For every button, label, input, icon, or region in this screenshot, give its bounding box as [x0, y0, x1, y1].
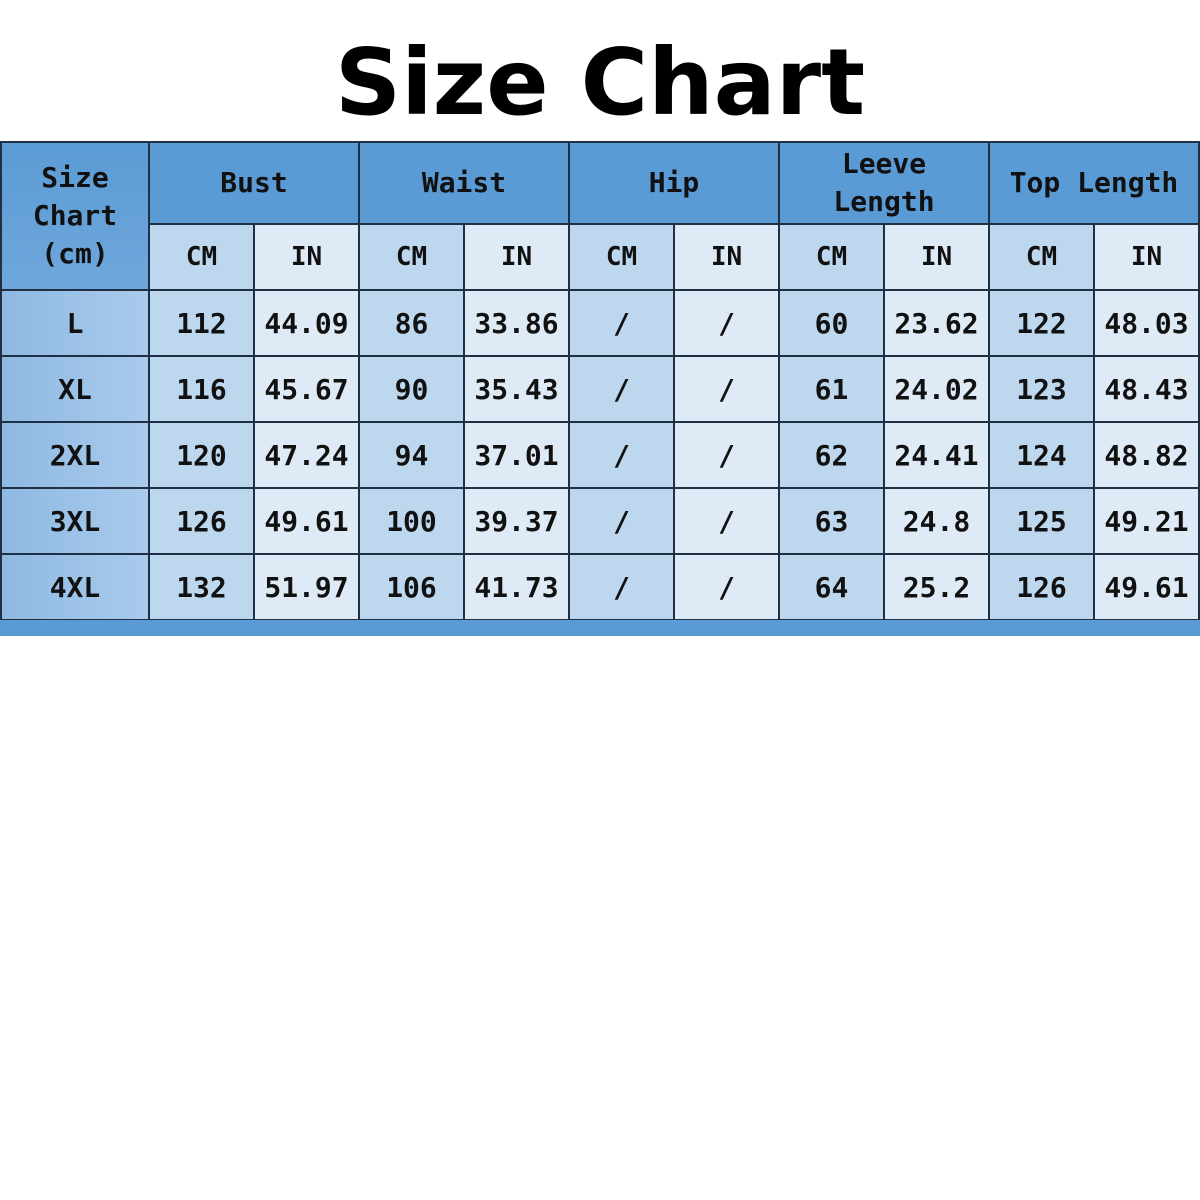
table-cell: 51.97 — [253, 553, 360, 621]
table-cell: 86 — [358, 289, 465, 357]
column-group-header: Waist — [358, 141, 570, 225]
unit-header: CM — [988, 223, 1095, 291]
table-cell: 123 — [988, 355, 1095, 423]
table-cell: 125 — [988, 487, 1095, 555]
table-cell: 49.21 — [1093, 487, 1200, 555]
table-cell: 49.61 — [253, 487, 360, 555]
table-cell: 44.09 — [253, 289, 360, 357]
corner-line: Size — [41, 161, 109, 194]
size-label: L — [0, 289, 150, 357]
unit-header: CM — [148, 223, 255, 291]
page-title: Size Chart — [334, 29, 866, 136]
table-cell: 106 — [358, 553, 465, 621]
size-chart-table: Size Chart (cm) Bust Waist Hip Leeve Length To… — [0, 141, 1200, 621]
size-label: 4XL — [0, 553, 150, 621]
table-row: 2XL 120 47.24 94 37.01//62 24.41 124 48.82 — [0, 421, 1200, 489]
table-cell: 122 — [988, 289, 1095, 357]
table-cell: 124 — [988, 421, 1095, 489]
table-cell: 116 — [148, 355, 255, 423]
table-cell: 35.43 — [463, 355, 570, 423]
corner-line: (cm) — [41, 237, 109, 270]
table-row: 3XL 126 49.61 100 39.37//63 24.8 125 49.21 — [0, 487, 1200, 555]
table-cell: / — [568, 355, 675, 423]
table-cell: 41.73 — [463, 553, 570, 621]
unit-header: IN — [253, 223, 360, 291]
table-cell: 126 — [988, 553, 1095, 621]
column-group-header: Top Length — [988, 141, 1200, 225]
table-row: 4XL 132 51.97 106 41.73//64 25.2 126 49.61 — [0, 553, 1200, 621]
size-label: 3XL — [0, 487, 150, 555]
table-cell: 64 — [778, 553, 885, 621]
table-cell: 100 — [358, 487, 465, 555]
table-cell: 23.62 — [883, 289, 990, 357]
column-group-header: Leeve Length — [778, 141, 990, 225]
table-cell: / — [673, 421, 780, 489]
unit-header: IN — [673, 223, 780, 291]
table-cell: / — [568, 289, 675, 357]
table-cell: 49.61 — [1093, 553, 1200, 621]
table-cell: 94 — [358, 421, 465, 489]
table-cell: / — [673, 553, 780, 621]
table-cell: / — [568, 421, 675, 489]
table-cell: 39.37 — [463, 487, 570, 555]
table-cell: / — [673, 355, 780, 423]
table-cell: 37.01 — [463, 421, 570, 489]
table-cell: 126 — [148, 487, 255, 555]
corner-header: Size Chart (cm) — [0, 141, 150, 291]
unit-header: IN — [1093, 223, 1200, 291]
unit-header: CM — [358, 223, 465, 291]
table-cell: 24.41 — [883, 421, 990, 489]
size-label: XL — [0, 355, 150, 423]
bottom-strip — [0, 620, 1200, 636]
column-group-header: Hip — [568, 141, 780, 225]
table-cell: 45.67 — [253, 355, 360, 423]
table-cell: 132 — [148, 553, 255, 621]
table-cell: 47.24 — [253, 421, 360, 489]
table-cell: / — [568, 553, 675, 621]
table-cell: 48.82 — [1093, 421, 1200, 489]
table-cell: 63 — [778, 487, 885, 555]
unit-header: IN — [463, 223, 570, 291]
unit-header: CM — [778, 223, 885, 291]
table-cell: 33.86 — [463, 289, 570, 357]
table-cell: 90 — [358, 355, 465, 423]
table-cell: / — [568, 487, 675, 555]
table-cell: 61 — [778, 355, 885, 423]
table-cell: 48.43 — [1093, 355, 1200, 423]
table-row: XL 116 45.67 90 35.43//61 24.02 123 48.43 — [0, 355, 1200, 423]
unit-header: CM — [568, 223, 675, 291]
table-cell: 48.03 — [1093, 289, 1200, 357]
table-cell: 25.2 — [883, 553, 990, 621]
corner-line: Chart — [32, 199, 118, 232]
table-cell: / — [673, 487, 780, 555]
table-cell: 120 — [148, 421, 255, 489]
size-label: 2XL — [0, 421, 150, 489]
table-cell: 24.8 — [883, 487, 990, 555]
table-cell: / — [673, 289, 780, 357]
unit-header: IN — [883, 223, 990, 291]
table-cell: 62 — [778, 421, 885, 489]
table-row: L 112 44.09 86 33.86//60 23.62 122 48.03 — [0, 289, 1200, 357]
table-cell: 60 — [778, 289, 885, 357]
column-group-header: Bust — [148, 141, 360, 225]
table-cell: 24.02 — [883, 355, 990, 423]
table-cell: 112 — [148, 289, 255, 357]
